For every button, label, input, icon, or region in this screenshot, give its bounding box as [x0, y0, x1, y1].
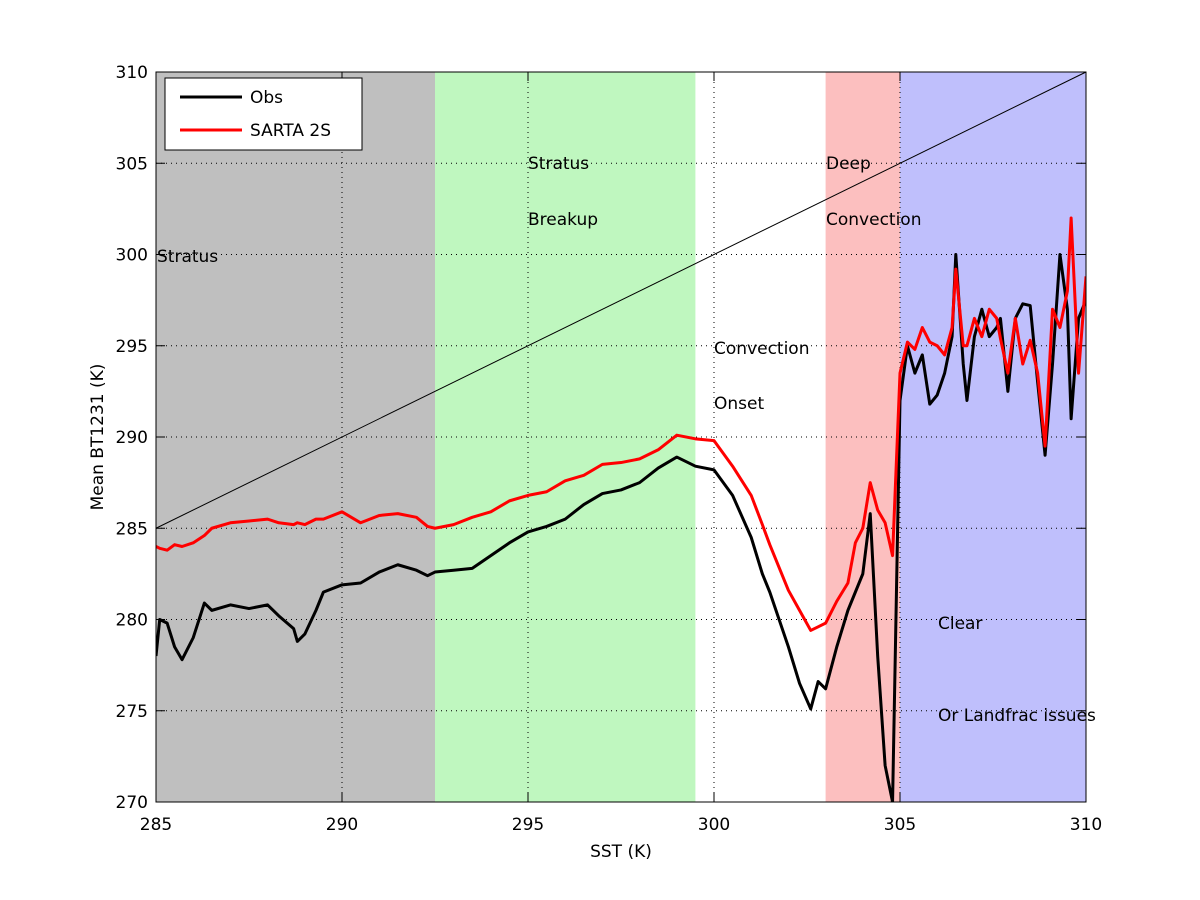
legend: Obs SARTA 2S [164, 77, 363, 151]
reference-line [155, 71, 1087, 529]
series-line [156, 216, 1086, 632]
x-axis-label: SST (K) [590, 842, 652, 862]
legend-box [164, 77, 363, 151]
y-tick-label: 275 [116, 702, 148, 722]
annotation: Deep [826, 154, 871, 174]
x-tick-label: 300 [698, 815, 730, 835]
y-tick-label: 305 [116, 154, 148, 174]
region [900, 72, 1086, 802]
x-tick-label: 295 [512, 815, 544, 835]
annotation: Convection [714, 339, 809, 359]
annotation: Clear [938, 614, 982, 634]
y-axis-label: Mean BT1231 (K) [88, 364, 108, 511]
x-tick-label: 285 [140, 815, 172, 835]
annotation: Breakup [528, 210, 598, 230]
region [156, 72, 435, 802]
legend-label: Obs [250, 88, 283, 108]
x-tick-label: 305 [884, 815, 916, 835]
annotation: Or Landfrac issues [938, 706, 1096, 726]
axes-frame [155, 71, 1087, 803]
annotation: Stratus [528, 154, 589, 174]
series-line [156, 253, 1086, 802]
annotation: Convection [826, 210, 921, 230]
y-tick-label: 280 [116, 611, 148, 631]
annotation: Onset [714, 394, 764, 414]
y-tick-label: 285 [116, 519, 148, 539]
y-tick-label: 290 [116, 428, 148, 448]
legend-label: SARTA 2S [250, 121, 331, 141]
y-tick-label: 310 [116, 63, 148, 83]
y-tick-label: 270 [116, 793, 148, 813]
y-tick-label: 295 [116, 337, 148, 357]
x-tick-label: 290 [326, 815, 358, 835]
x-tick-label: 310 [1070, 815, 1102, 835]
y-tick-label: 300 [116, 246, 148, 266]
annotation: Stratus [157, 247, 218, 267]
